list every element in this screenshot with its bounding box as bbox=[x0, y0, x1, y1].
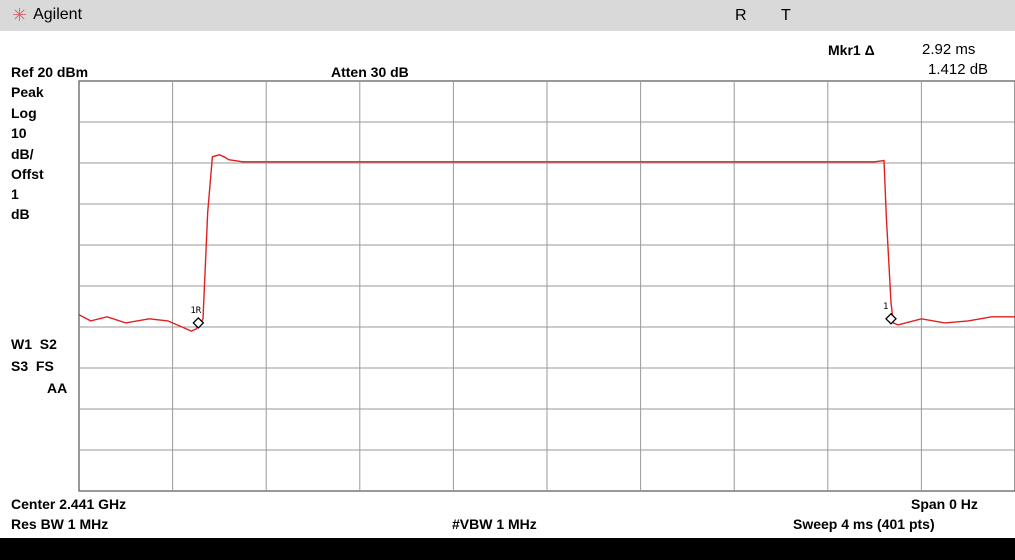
span: Span 0 Hz bbox=[911, 496, 978, 512]
brand: ✳ Agilent bbox=[12, 6, 82, 24]
indicator-t: T bbox=[781, 7, 791, 24]
marker-label: Mkr1 Δ bbox=[828, 42, 875, 58]
marker-time: 2.92 ms bbox=[922, 41, 976, 58]
offset-value-label: 1 bbox=[11, 186, 19, 202]
video-bandwidth: #VBW 1 MHz bbox=[452, 516, 537, 532]
agilent-logo-icon: ✳ bbox=[12, 5, 28, 25]
scale-value-label: 10 bbox=[11, 125, 27, 141]
marker-1-label: 1 bbox=[883, 302, 888, 312]
brand-name: Agilent bbox=[33, 6, 83, 23]
title-bar: ✳ Agilent R T bbox=[0, 0, 1015, 31]
softkey-bar bbox=[0, 538, 1015, 560]
trace-flags-2: S3 FS bbox=[11, 358, 54, 374]
resolution-bandwidth: Res BW 1 MHz bbox=[11, 516, 109, 532]
indicator-r: R bbox=[735, 7, 747, 24]
offset-label: Offst bbox=[11, 166, 44, 182]
trace-flags-1: W1 S2 bbox=[11, 336, 57, 352]
marker-1r-symbol bbox=[192, 316, 205, 329]
center-frequency: Center 2.441 GHz bbox=[11, 496, 127, 512]
trace-flags-3: AA bbox=[47, 380, 68, 396]
trace-line bbox=[78, 154, 1015, 332]
detector-label: Peak bbox=[11, 84, 44, 100]
sweep-time: Sweep 4 ms (401 pts) bbox=[793, 516, 935, 532]
attenuation: Atten 30 dB bbox=[331, 64, 409, 80]
marker-level: 1.412 dB bbox=[928, 61, 989, 78]
plot-grid bbox=[78, 80, 1015, 492]
scale-type-label: Log bbox=[11, 105, 37, 121]
offset-unit-label: dB bbox=[11, 206, 30, 222]
marker-group: 1R 1 bbox=[190, 302, 897, 329]
marker-1-symbol bbox=[885, 312, 897, 325]
spectrum-plot: 1R 1 bbox=[78, 80, 1015, 492]
marker-1r-label: 1R bbox=[190, 306, 201, 316]
ref-level: Ref 20 dBm bbox=[11, 64, 89, 80]
scale-unit-label: dB/ bbox=[11, 146, 34, 162]
